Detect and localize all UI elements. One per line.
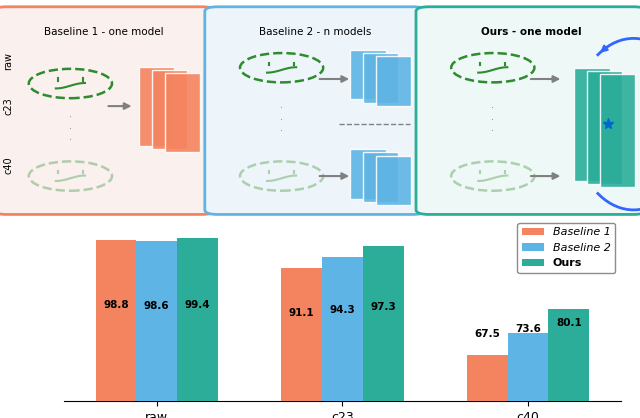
Text: Baseline 1 - one model: Baseline 1 - one model: [44, 27, 164, 37]
Text: 97.3: 97.3: [371, 302, 396, 312]
Bar: [95, 240, 136, 418]
Bar: [548, 309, 589, 418]
FancyBboxPatch shape: [575, 68, 610, 181]
FancyBboxPatch shape: [140, 66, 174, 145]
Text: raw: raw: [3, 52, 13, 70]
FancyBboxPatch shape: [205, 7, 426, 214]
Text: c23: c23: [3, 97, 13, 115]
FancyBboxPatch shape: [152, 70, 188, 149]
Text: ·
·
·: · · ·: [69, 112, 72, 145]
FancyBboxPatch shape: [600, 74, 636, 187]
Bar: [136, 241, 177, 418]
FancyBboxPatch shape: [351, 50, 385, 99]
Legend: Baseline 1, Baseline 2, Ours: Baseline 1, Baseline 2, Ours: [517, 223, 615, 273]
FancyBboxPatch shape: [376, 156, 412, 205]
Text: 99.4: 99.4: [185, 300, 211, 310]
FancyBboxPatch shape: [416, 7, 640, 214]
FancyBboxPatch shape: [364, 53, 398, 103]
Text: 67.5: 67.5: [474, 329, 500, 339]
Text: 91.1: 91.1: [289, 308, 314, 318]
FancyBboxPatch shape: [0, 7, 214, 214]
Bar: [281, 268, 322, 418]
FancyBboxPatch shape: [364, 153, 398, 202]
Text: Ours - one model: Ours - one model: [481, 27, 582, 37]
Text: 98.6: 98.6: [144, 301, 170, 311]
Text: 94.3: 94.3: [330, 305, 355, 315]
Bar: [467, 355, 508, 418]
Text: c40: c40: [3, 156, 13, 173]
Bar: [363, 246, 404, 418]
Text: Baseline 2 - n models: Baseline 2 - n models: [259, 27, 371, 37]
FancyBboxPatch shape: [164, 74, 200, 153]
Bar: [508, 333, 548, 418]
Text: 73.6: 73.6: [515, 324, 541, 334]
Bar: [177, 238, 218, 418]
FancyBboxPatch shape: [351, 149, 385, 199]
Bar: [322, 257, 363, 418]
Text: 80.1: 80.1: [556, 318, 582, 328]
FancyBboxPatch shape: [588, 71, 623, 184]
FancyBboxPatch shape: [376, 56, 412, 106]
Text: 98.8: 98.8: [103, 301, 129, 311]
Text: ·
·
·: · · ·: [280, 103, 283, 136]
Text: ·
·
·: · · ·: [492, 103, 494, 136]
